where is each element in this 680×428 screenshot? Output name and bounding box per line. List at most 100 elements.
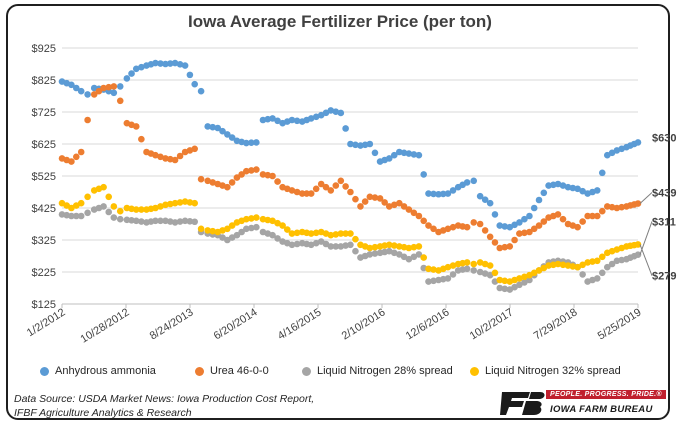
data-point [425,265,432,273]
data-point [598,207,606,215]
data-point [540,189,548,197]
data-point [420,171,428,178]
data-point [84,209,91,217]
data-point [435,190,442,198]
data-point [347,241,354,249]
data-point [511,236,518,244]
legend-item: Liquid Nitrogen 32% spread [470,365,621,377]
data-point [327,187,335,194]
data-point [274,178,281,185]
data-point [603,263,611,271]
data-point [95,87,103,95]
data-point [157,217,164,225]
data-point [470,260,478,268]
data-point [430,277,437,285]
data-point [579,271,586,278]
data-point [501,277,509,285]
data-point [253,139,260,146]
data-point [584,212,591,220]
legend-marker [40,366,49,376]
data-point [526,212,533,220]
data-point [307,190,315,197]
data-point [312,229,320,237]
data-point [132,65,140,73]
data-point [77,148,85,156]
data-point [598,253,606,261]
data-point [574,223,581,231]
data-point [288,230,296,237]
data-point [72,202,80,209]
data-point [385,247,393,255]
data-point [132,217,140,225]
data-point [463,265,471,273]
data-point [481,196,489,203]
x-tick-label: 4/16/2015 [276,306,324,342]
data-point [110,203,118,210]
data-point [209,123,217,131]
data-point [366,193,374,201]
data-point [128,70,135,77]
data-point [233,231,241,239]
y-tick-label: $725 [32,107,56,119]
data-point [209,227,217,235]
data-point [634,241,642,248]
data-point [395,199,403,207]
data-point [366,251,374,258]
data-point [481,260,489,268]
data-point [430,225,437,233]
data-point [521,273,528,281]
data-point [598,169,606,177]
legend-label: Liquid Nitrogen 32% spread [485,365,621,377]
data-point [501,285,509,293]
x-tick-label: 6/20/2014 [212,306,260,342]
y-tick-label: $525 [32,171,56,183]
data-point [521,215,528,223]
chart-title: Iowa Average Fertilizer Price (per ton) [188,12,492,31]
data-point [138,218,145,225]
data-point [400,203,408,210]
legend-marker [195,366,204,376]
data-point [579,218,586,225]
data-point [352,141,359,149]
end-label: $279 [652,271,676,283]
data-point [589,212,596,220]
end-labels: $630 $439 $311 $279 [639,132,676,283]
data-point [307,241,315,249]
data-point [332,231,340,238]
data-point [68,81,75,89]
data-point [171,219,179,226]
data-point [634,139,642,146]
x-tick-label: 12/6/2016 [404,306,452,342]
data-point [366,140,374,148]
data-point [116,207,124,215]
data-point [238,171,245,178]
data-point [516,281,523,289]
data-point [105,83,113,91]
legend-marker [470,366,479,376]
data-point [228,222,236,229]
logo-name: IOWA FARM BUREAU [550,404,653,415]
data-point [608,260,616,268]
data-point [476,220,484,228]
data-point [204,227,212,234]
data-point [530,225,538,233]
data-point [138,63,145,71]
data-point [574,185,581,193]
data-point [152,151,159,159]
data-point [425,278,432,285]
data-point [191,218,198,226]
data-point [171,199,179,207]
data-point [361,198,369,205]
data-point [371,250,379,257]
data-point [598,269,606,277]
data-point [197,175,205,183]
iowa-farm-bureau-logo [500,392,545,415]
x-tick-label: 10/28/2012 [79,306,132,345]
end-label-leader [639,244,653,276]
data-point [347,230,354,237]
data-point [72,212,80,220]
logo-tagline: PEOPLE. PROGRESS. PRIDE.® [546,390,666,399]
data-point [317,180,325,188]
x-tick-label: 2/10/2016 [340,306,388,342]
data-point [425,222,432,229]
